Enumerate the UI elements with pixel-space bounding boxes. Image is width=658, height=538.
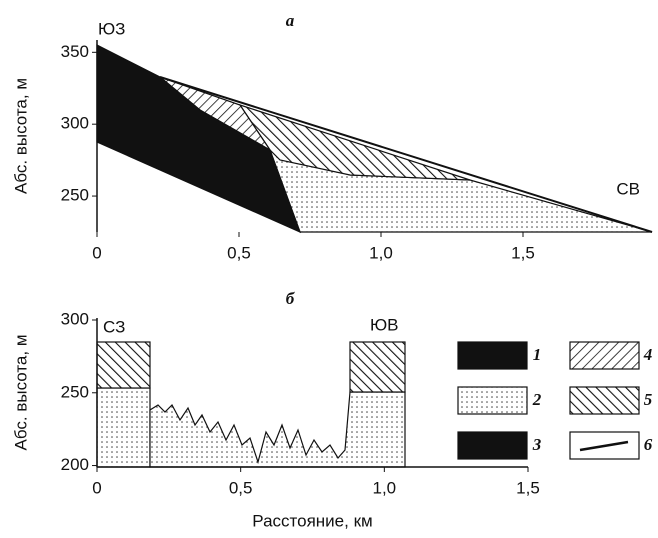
legend-swatch [569,386,640,415]
section-b [96,341,406,468]
corner-label: ЮВ [370,315,399,334]
legend-swatch [569,431,640,460]
unit-5 [349,341,406,393]
panel-title: а [286,11,295,30]
section-a [96,44,653,234]
y-tick-label: 250 [61,382,89,401]
y-axis-label: Абс. высота, м [11,334,30,450]
x-tick-label: 1,0 [373,478,397,497]
unit-2 [149,391,406,468]
x-tick-label: 0,5 [227,243,251,262]
y-tick-label: 300 [61,114,89,133]
x-tick-label: 1,5 [516,478,540,497]
y-tick-label: 300 [61,309,89,328]
x-axis-label: Расстояние, км [252,511,372,530]
panel-title: б [286,289,296,308]
legend-swatch [569,341,640,370]
corner-label: СВ [616,179,640,198]
legend-label: 5 [644,390,653,409]
legend-swatch [457,341,528,370]
legend-label: 3 [532,435,542,454]
legend-swatch [457,386,528,415]
legend [457,341,640,460]
legend-swatch [457,431,528,460]
x-tick-label: 0 [92,478,101,497]
y-axis-label: Абс. высота, м [11,78,30,194]
unit-2 [96,387,151,468]
legend-label: 2 [532,390,542,409]
y-tick-label: 250 [61,186,89,205]
legend-label: 1 [533,345,542,364]
y-tick-label: 200 [61,455,89,474]
corner-label: ЮЗ [98,19,125,38]
unit-5 [96,341,151,389]
legend-label: 4 [643,345,653,364]
legend-line [579,440,629,452]
x-tick-label: 1,5 [511,243,535,262]
x-tick-label: 1,0 [369,243,393,262]
corner-label: СЗ [103,317,125,336]
x-tick-label: 0,5 [229,478,253,497]
surface [159,76,653,233]
x-tick-label: 0 [92,243,101,262]
y-tick-label: 350 [61,42,89,61]
legend-label: 6 [644,435,653,454]
